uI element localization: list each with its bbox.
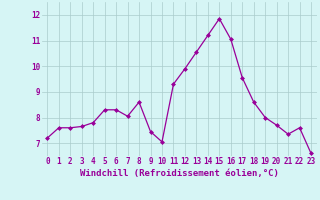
X-axis label: Windchill (Refroidissement éolien,°C): Windchill (Refroidissement éolien,°C) <box>80 169 279 178</box>
